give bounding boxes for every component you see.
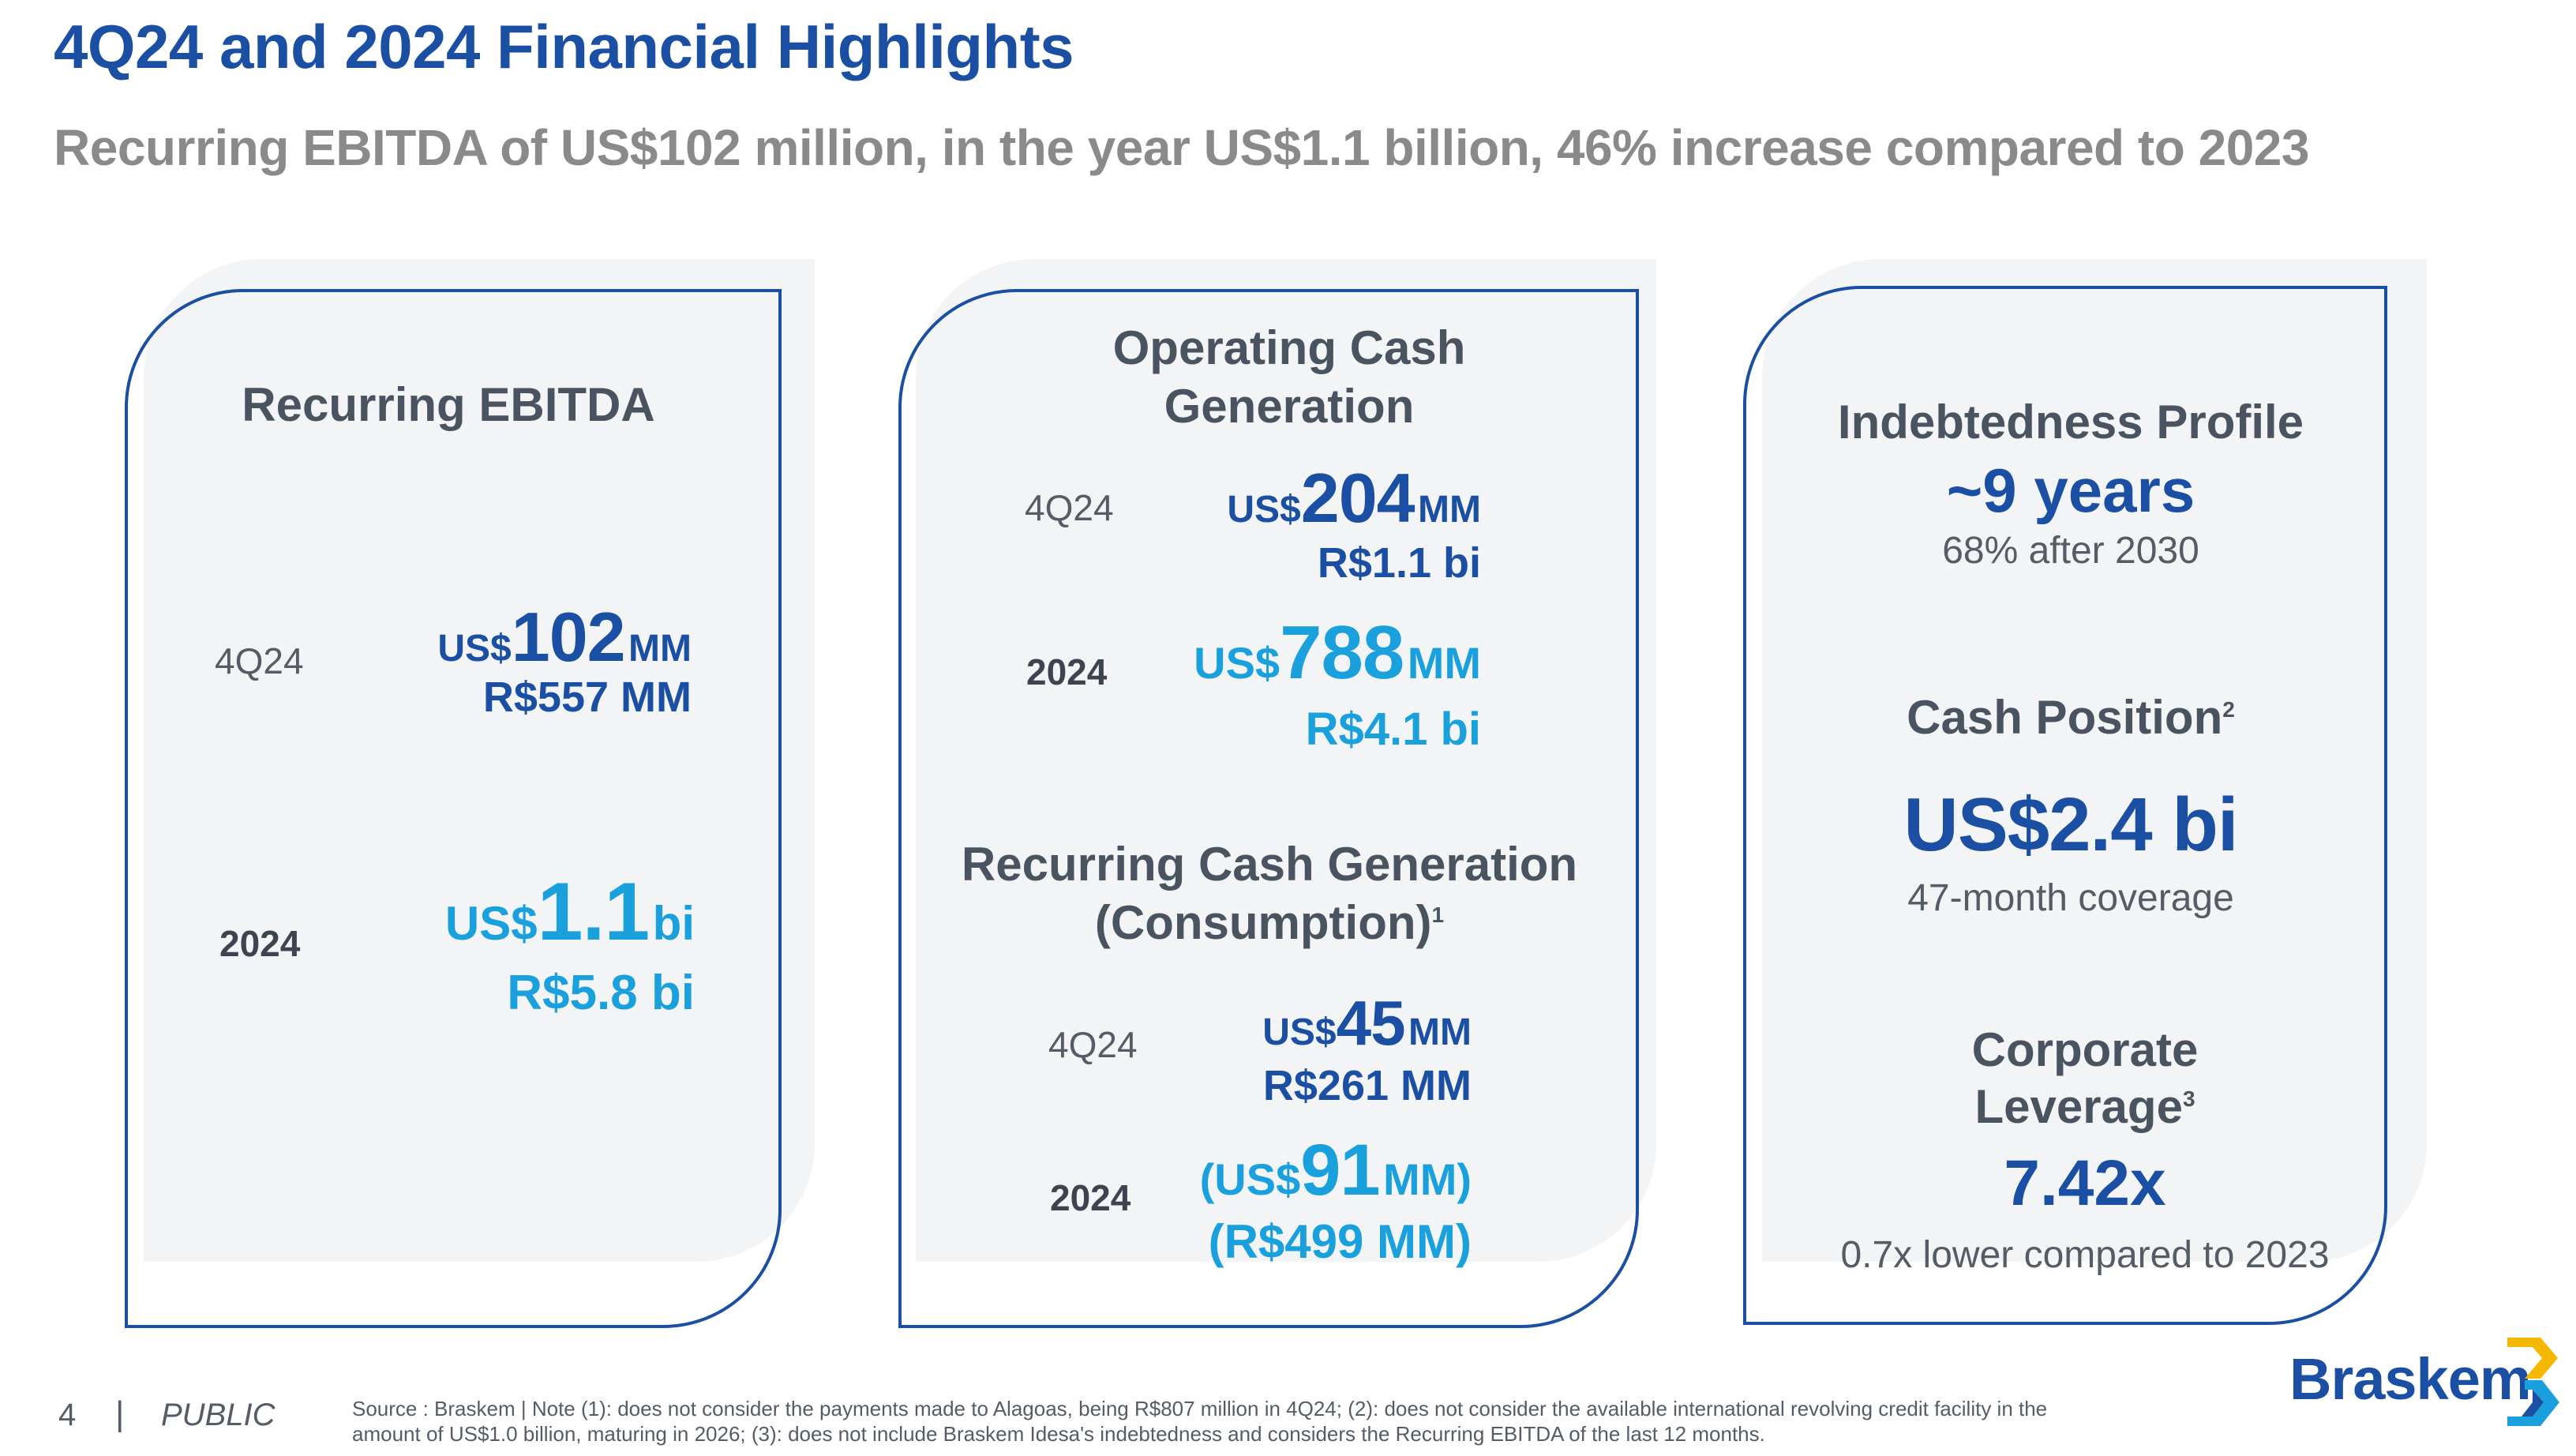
ebitda-q-number: 102 — [511, 598, 626, 676]
ebitda-q-currency: US$ — [437, 628, 512, 670]
braskem-logo-icon — [2507, 1338, 2559, 1426]
ebitda-card-background — [144, 259, 815, 1262]
indebtedness-value: ~9 years — [1946, 456, 2195, 525]
rec-cash-y-label: 2024 — [1050, 1177, 1131, 1218]
rec-cash-y-number: 91 — [1300, 1130, 1380, 1210]
cash-position-heading-text: Cash Position — [1907, 691, 2223, 744]
leverage-heading-line1: Corporate — [1971, 1023, 2199, 1076]
cash-position-footnote-ref: 2 — [2222, 697, 2235, 722]
source-note: Source : Braskem | Note (1): does not co… — [352, 1396, 2294, 1447]
rec-cash-q-number: 45 — [1336, 988, 1406, 1058]
recurring-cash-heading-line1: Recurring Cash Generation — [961, 838, 1578, 891]
ebitda-q-unit: MM — [628, 628, 692, 670]
ebitda-q-brl: R$557 MM — [482, 674, 692, 721]
cash-q-currency: US$ — [1227, 489, 1301, 531]
braskem-logo-text: Braskem — [2289, 1346, 2532, 1412]
source-note-line2: amount of US$1.0 billion, maturing in 20… — [352, 1422, 1765, 1446]
page-title: 4Q24 and 2024 Financial Highlights — [54, 12, 1074, 81]
cash-y-brl: R$4.1 bi — [1305, 704, 1481, 755]
ebitda-q-label: 4Q24 — [215, 640, 304, 681]
ebitda-q-usd: US$102 MM — [379, 597, 692, 677]
cash-heading-line1: Operating Cash — [1112, 321, 1466, 374]
cash-q-number: 204 — [1300, 459, 1415, 537]
indebtedness-heading: Indebtedness Profile — [1837, 396, 2304, 448]
debt-card — [1743, 286, 2387, 1325]
cash-q-unit: MM — [1418, 489, 1481, 531]
debt-card-background — [1762, 259, 2427, 1262]
cash-q-label: 4Q24 — [1025, 487, 1114, 528]
ebitda-y-label: 2024 — [219, 923, 301, 964]
rec-cash-q-usd: US$45 MM — [1137, 987, 1472, 1060]
rec-cash-y-unit: MM) — [1383, 1154, 1472, 1204]
rec-cash-y-usd: (US$91 MM) — [1137, 1129, 1472, 1212]
ebitda-y-usd: US$1.1 bi — [379, 865, 695, 959]
ebitda-card — [125, 289, 782, 1328]
leverage-footnote-ref: 3 — [2182, 1086, 2195, 1111]
page-number: 4 — [58, 1398, 77, 1432]
rec-cash-y-currency: (US$ — [1199, 1154, 1301, 1204]
cash-y-number: 788 — [1280, 610, 1404, 695]
footer-separator: | — [115, 1394, 125, 1433]
cash-heading-line2: Generation — [1164, 380, 1415, 433]
cash-q-usd: US$204 MM — [1137, 458, 1481, 538]
indebtedness-note: 68% after 2030 — [1942, 530, 2199, 572]
rec-cash-q-unit: MM — [1408, 1011, 1472, 1053]
cash-card-background — [916, 259, 1656, 1262]
cash-heading: Operating Cash Generation — [898, 319, 1680, 436]
rec-cash-q-label: 4Q24 — [1048, 1024, 1138, 1065]
cash-card — [898, 289, 1639, 1328]
leverage-heading-line2: Leverage — [1974, 1080, 2183, 1133]
leverage-value: 7.42x — [2004, 1147, 2166, 1219]
cash-position-note: 47-month coverage — [1907, 877, 2234, 919]
ebitda-y-brl: R$5.8 bi — [507, 966, 695, 1020]
ebitda-y-unit: bi — [652, 897, 695, 950]
cash-y-unit: MM — [1407, 638, 1481, 688]
ebitda-heading: Recurring EBITDA — [242, 378, 655, 431]
cash-y-usd: US$788 MM — [1137, 610, 1481, 696]
cash-y-label: 2024 — [1026, 651, 1108, 692]
leverage-heading: Corporate Leverage3 — [1757, 1022, 2413, 1135]
recurring-cash-heading: Recurring Cash Generation (Consumption)1 — [898, 835, 1640, 952]
cash-position-value: US$2.4 bi — [1903, 782, 2238, 867]
recurring-cash-footnote-ref: 1 — [1431, 902, 1445, 927]
recurring-cash-heading-line2: (Consumption) — [1094, 896, 1432, 949]
ebitda-y-currency: US$ — [444, 897, 538, 950]
cash-y-currency: US$ — [1194, 638, 1281, 688]
page-subtitle: Recurring EBITDA of US$102 million, in t… — [54, 119, 2309, 176]
cash-q-brl: R$1.1 bi — [1317, 539, 1481, 587]
classification-label: PUBLIC — [161, 1398, 276, 1432]
leverage-note: 0.7x lower compared to 2023 — [1840, 1234, 2330, 1276]
source-note-line1: Source : Braskem | Note (1): does not co… — [352, 1397, 2048, 1420]
rec-cash-q-brl: R$261 MM — [1262, 1062, 1472, 1109]
rec-cash-y-brl: (R$499 MM) — [1208, 1215, 1472, 1268]
rec-cash-q-currency: US$ — [1262, 1011, 1337, 1053]
cash-position-heading: Cash Position2 — [1743, 690, 2398, 745]
ebitda-y-number: 1.1 — [537, 866, 651, 958]
